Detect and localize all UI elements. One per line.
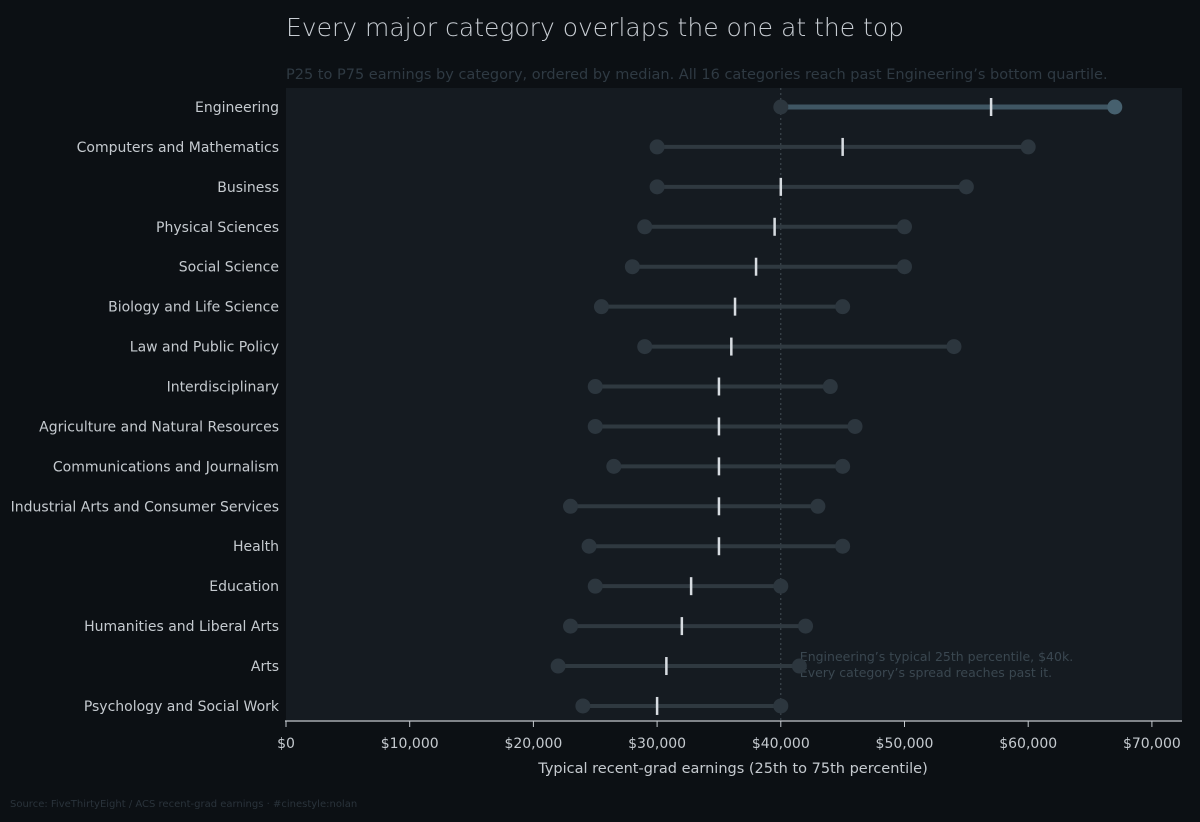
p25-point (563, 498, 579, 514)
category-label: Engineering (195, 100, 279, 116)
reference-annotation-line: Engineering’s typical 25th percentile, $… (800, 649, 1073, 664)
category-label: Law and Public Policy (130, 340, 279, 356)
category-row: Industrial Arts and Consumer Services (11, 497, 826, 516)
p75-point (847, 418, 863, 434)
p25-point (649, 179, 665, 195)
p75-point (897, 219, 912, 235)
source-note: Source: FiveThirtyEight / ACS recent-gra… (10, 799, 357, 810)
x-tick-label: $10,000 (381, 736, 439, 752)
p25-point (773, 99, 789, 115)
category-label: Agriculture and Natural Resources (39, 419, 279, 435)
p25-point (575, 698, 591, 714)
category-row: Health (233, 537, 851, 556)
p75-point (835, 458, 851, 474)
category-row: Physical Sciences (156, 217, 912, 236)
category-label: Business (217, 180, 279, 196)
category-label: Education (209, 579, 279, 595)
dumbbell-rows: Engineering Computers and Mathematics Busi… (11, 98, 1123, 715)
category-row: Business (217, 177, 974, 196)
x-tick-label: $50,000 (876, 736, 934, 752)
category-label: Humanities and Liberal Arts (84, 619, 279, 635)
p25-point (587, 379, 603, 395)
p75-point (810, 498, 826, 514)
p25-point (593, 299, 609, 315)
category-label: Psychology and Social Work (84, 699, 280, 715)
x-tick-label: $70,000 (1123, 736, 1181, 752)
category-row: Computers and Mathematics (77, 137, 1036, 156)
category-label: Health (233, 539, 279, 555)
category-label: Social Science (179, 260, 279, 276)
p75-point (822, 379, 838, 395)
p75-point (791, 658, 807, 674)
category-row: Interdisciplinary (167, 377, 838, 396)
category-label: Physical Sciences (156, 220, 279, 236)
reference-annotation-line: Every category’s spread reaches past it. (800, 665, 1052, 680)
p25-point (587, 418, 603, 434)
p25-point (581, 538, 597, 554)
p25-point (587, 578, 603, 594)
p75-point (798, 618, 814, 634)
category-label: Industrial Arts and Consumer Services (11, 499, 279, 515)
x-tick-label: $0 (277, 736, 295, 752)
p75-point (773, 578, 789, 594)
chart-subtitle: P25 to P75 earnings by category, ordered… (286, 67, 1108, 83)
x-tick-label: $60,000 (999, 736, 1057, 752)
x-axis-title: Typical recent-grad earnings (25th to 75… (537, 761, 928, 777)
x-tick-label: $30,000 (628, 736, 686, 752)
category-row: Agriculture and Natural Resources (39, 417, 863, 436)
category-row: Education (209, 577, 789, 596)
category-label: Computers and Mathematics (77, 140, 279, 156)
category-label: Biology and Life Science (108, 300, 279, 316)
category-row: Engineering (195, 98, 1123, 116)
category-label: Communications and Journalism (53, 459, 279, 475)
p75-point (835, 299, 851, 315)
p25-point (649, 139, 665, 155)
x-tick-label: $40,000 (752, 736, 810, 752)
p25-point (637, 339, 653, 355)
category-row: Arts (251, 657, 807, 676)
category-label: Interdisciplinary (167, 380, 279, 396)
category-row: Psychology and Social Work (84, 696, 789, 715)
category-row: Biology and Life Science (108, 297, 851, 316)
category-row: Law and Public Policy (130, 337, 962, 356)
category-row: Social Science (179, 257, 912, 276)
category-row: Humanities and Liberal Arts (84, 617, 814, 636)
x-tick-label: $20,000 (504, 736, 562, 752)
p25-point (606, 458, 622, 474)
p75-point (835, 538, 851, 554)
p75-point (958, 179, 974, 195)
plot-background (286, 88, 1182, 720)
p75-point (946, 339, 962, 355)
reference-annotation: Engineering’s typical 25th percentile, $… (800, 649, 1073, 680)
p75-point (897, 259, 912, 275)
category-label: Arts (251, 659, 279, 675)
chart-title: Every major category overlaps the one at… (286, 13, 904, 42)
x-axis: $0 $10,000 $20,000 $30,000 $40,000 $50,000 $60… (277, 720, 1182, 752)
category-row: Communications and Journalism (53, 457, 851, 476)
p75-point (773, 698, 789, 714)
p25-point (637, 219, 653, 235)
p75-point (1107, 99, 1123, 115)
p25-point (550, 658, 566, 674)
p25-point (624, 259, 640, 275)
p75-point (1020, 139, 1036, 155)
p25-point (563, 618, 579, 634)
reference-line-group: Engineering’s typical 25th percentile, $… (780, 88, 1073, 720)
